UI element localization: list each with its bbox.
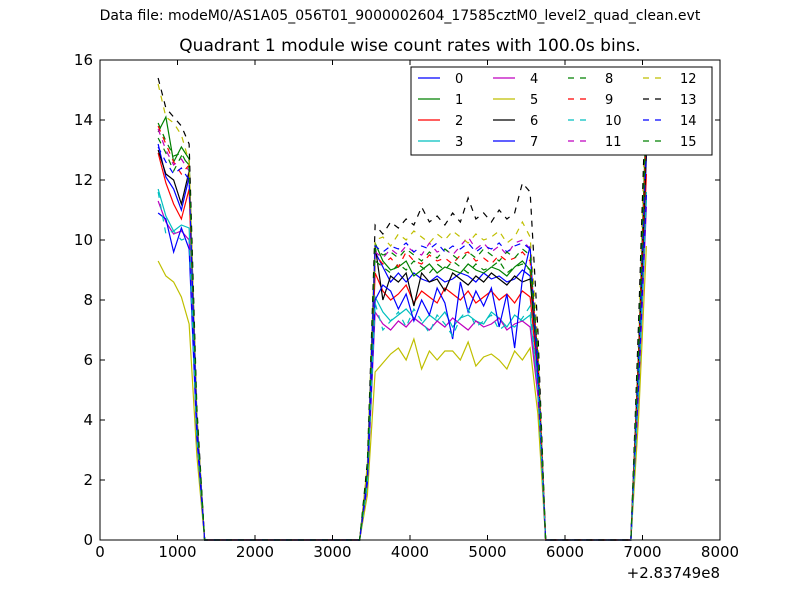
axis-ticks: 0 1000 2000 3000 4000 5000 6000 7000 80000246810… (74, 51, 739, 561)
series-line-4 (157, 200, 647, 541)
x-tick-label: 3000 (313, 543, 351, 561)
y-tick-label: 16 (74, 51, 93, 69)
y-tick-label: 8 (83, 291, 93, 309)
y-tick-label: 12 (74, 171, 93, 189)
series-line-3 (157, 188, 647, 541)
y-tick-label: 4 (83, 411, 93, 429)
legend-label-14: 14 (680, 114, 697, 129)
x-tick-label: 7000 (623, 543, 661, 561)
y-tick-label: 6 (83, 351, 93, 369)
legend-label-3: 3 (455, 135, 463, 150)
figure-suptitle: Data file: modeM0/AS1A05_056T01_90000026… (99, 8, 701, 24)
legend-label-12: 12 (680, 72, 697, 87)
legend-label-5: 5 (530, 93, 538, 108)
x-tick-label: 0 (95, 543, 105, 561)
series-line-14 (157, 143, 647, 541)
y-tick-label: 0 (83, 531, 93, 549)
series-line-10 (157, 191, 647, 541)
legend-label-8: 8 (605, 72, 613, 87)
x-tick-label: 4000 (391, 543, 429, 561)
legend-label-9: 9 (605, 93, 613, 108)
legend-label-4: 4 (530, 72, 538, 87)
y-tick-label: 14 (74, 111, 93, 129)
legend-label-11: 11 (605, 135, 622, 150)
legend-box (410, 66, 713, 156)
series-line-8 (157, 128, 647, 541)
legend-label-7: 7 (530, 135, 538, 150)
legend-label-15: 15 (680, 135, 697, 150)
x-tick-label: 6000 (546, 543, 584, 561)
legend-label-10: 10 (605, 114, 622, 129)
legend-label-2: 2 (455, 114, 463, 129)
x-tick-label: 5000 (468, 543, 506, 561)
series-line-9 (157, 122, 647, 541)
y-tick-label: 10 (74, 231, 93, 249)
y-tick-label: 2 (83, 471, 93, 489)
series-line-11 (157, 119, 647, 541)
x-tick-label: 2000 (236, 543, 274, 561)
x-tick-label: 8000 (701, 543, 739, 561)
chart-title: Quadrant 1 module wise count rates with … (179, 36, 641, 56)
legend-label-6: 6 (530, 114, 538, 129)
legend-label-1: 1 (455, 93, 463, 108)
x-tick-label: 1000 (158, 543, 196, 561)
series-line-7 (157, 194, 647, 541)
series-line-2 (157, 152, 647, 541)
series-layer (157, 71, 647, 541)
series-line-13 (157, 71, 647, 541)
legend-label-0: 0 (455, 72, 463, 87)
series-line-15 (157, 113, 647, 541)
legend-label-13: 13 (680, 93, 697, 108)
series-line-0 (157, 143, 647, 541)
series-line-6 (157, 149, 647, 541)
x-offset-label: +2.83749e8 (627, 564, 720, 582)
